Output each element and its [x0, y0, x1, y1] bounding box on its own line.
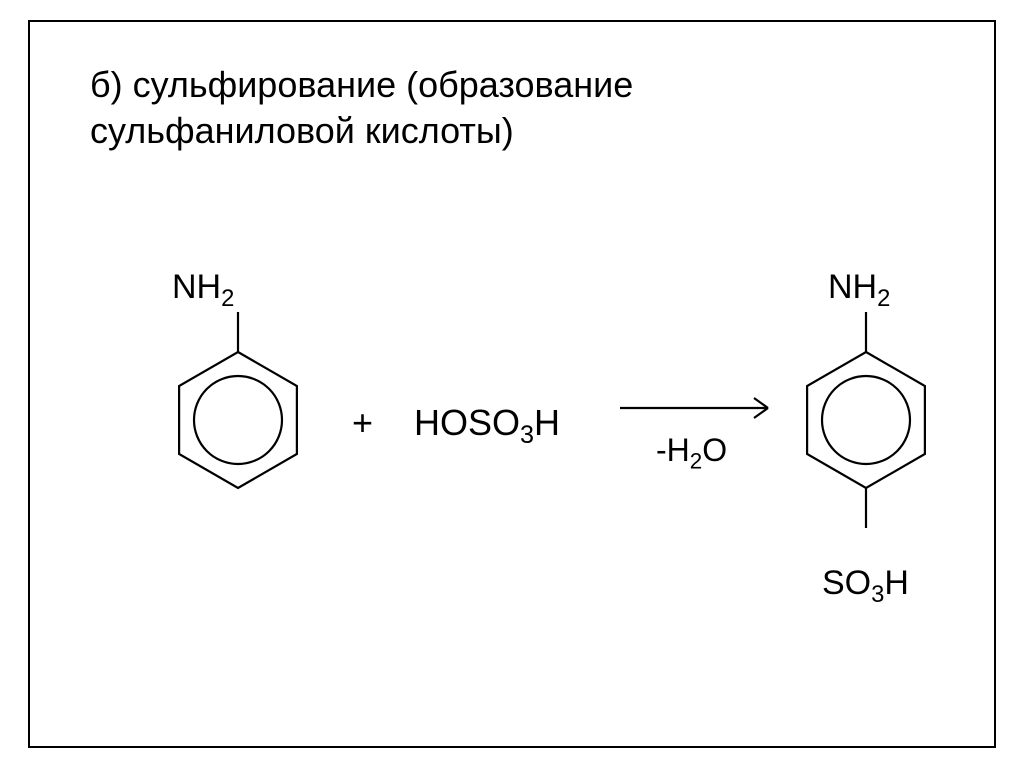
label-tail: H — [534, 402, 560, 443]
label-sub: 2 — [221, 285, 234, 312]
title-line1: б) сульфирование (образование — [90, 64, 633, 106]
reagent-hoso3h: HOSO3H — [414, 402, 560, 444]
title-line2: сульфаниловой кислоты) — [90, 110, 514, 152]
reactant-aniline-nh2: NH2 — [172, 268, 234, 307]
label-text: NH — [172, 268, 221, 306]
label-sub: 3 — [520, 421, 534, 449]
label-text: SO — [822, 564, 871, 602]
label-text: NH — [828, 268, 877, 306]
label-sub: 3 — [871, 581, 884, 608]
product-nh2: NH2 — [828, 268, 890, 307]
plus-sign: + — [352, 402, 373, 444]
label-text: HOSO — [414, 402, 520, 443]
product-so3h: SO3H — [822, 564, 909, 603]
label-sub: 2 — [877, 285, 890, 312]
label-tail: H — [884, 564, 909, 602]
